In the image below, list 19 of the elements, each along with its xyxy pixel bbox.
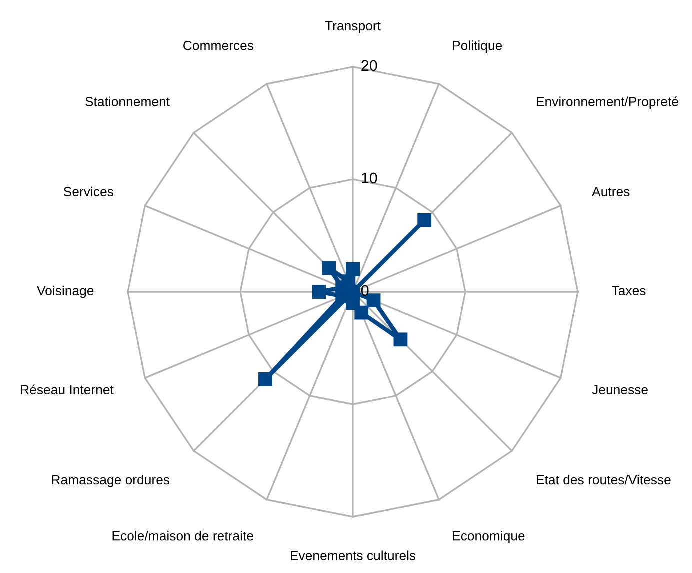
spoke-label: Economique (453, 531, 525, 544)
spoke-label: Autres (592, 187, 630, 197)
spoke-label: Voisinage (37, 286, 94, 298)
y-tick-label: 10 (362, 172, 378, 184)
y-tick-label: 20 (362, 60, 378, 72)
spoke-label: Evenements culturels (291, 550, 416, 560)
spoke-label: Commerces (184, 40, 254, 50)
spoke-label: Stationnement (86, 96, 170, 106)
spoke-label: Politique (453, 40, 502, 53)
spoke-label: Etat des routes/Vitesse (537, 474, 671, 485)
y-tick-label: 0 (361, 285, 369, 296)
spoke-label: Ecole/maison de retraite (112, 531, 254, 541)
spoke-label: Transport (325, 21, 381, 34)
spoke-label: Jeunesse (592, 385, 648, 395)
spoke-label: Réseau Internet (21, 384, 114, 395)
spoke-label: Taxes (612, 286, 646, 296)
spoke-label: Environnement/Propreté (537, 96, 678, 110)
spoke-label: Services (64, 186, 114, 197)
spoke-label: Ramassage ordures (52, 474, 170, 488)
